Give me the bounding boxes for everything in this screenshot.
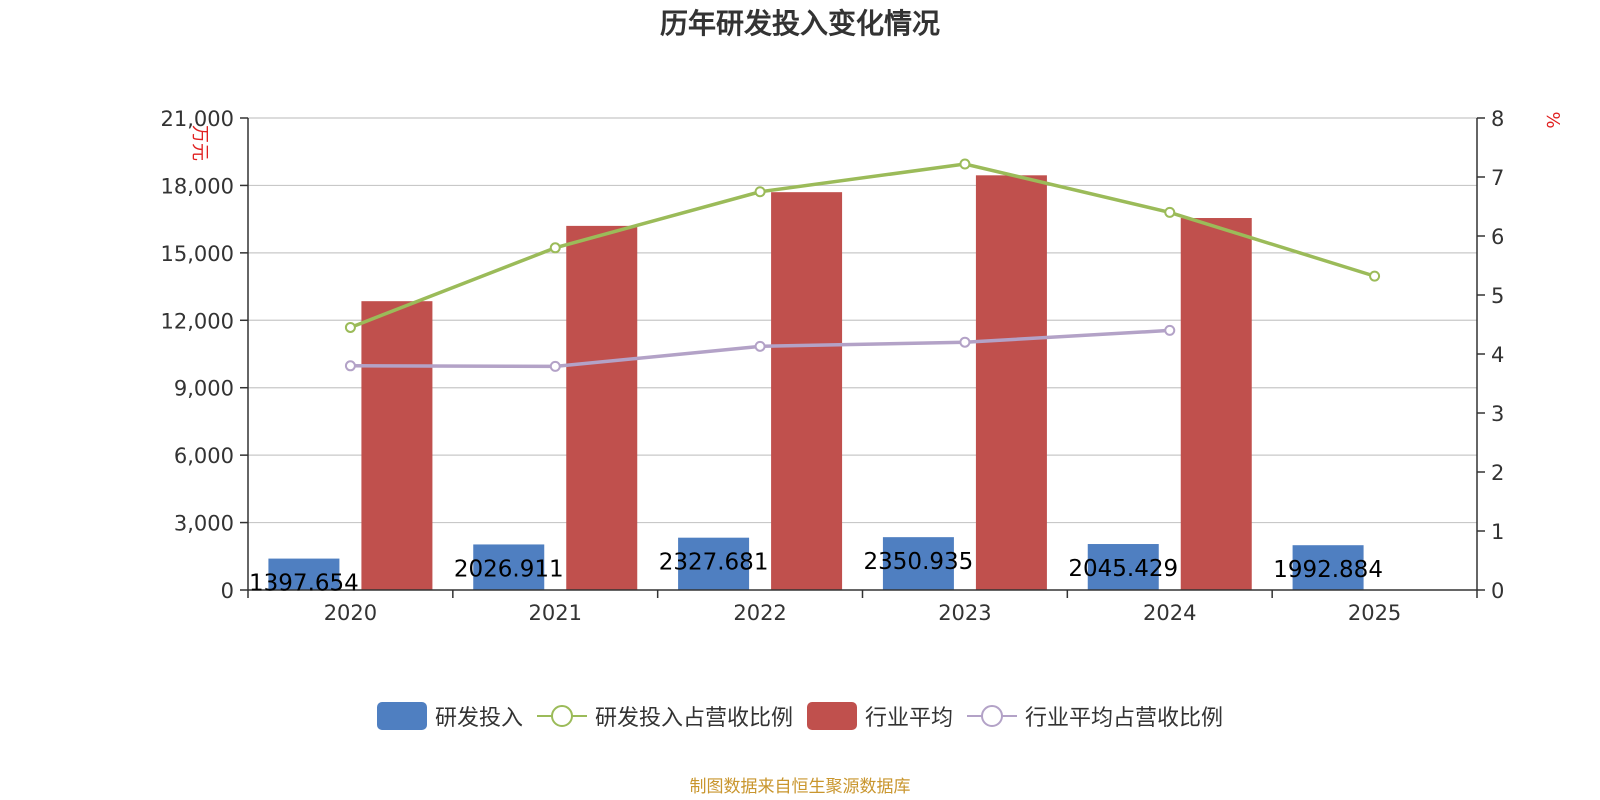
- bar-data-label: 2327.681: [659, 550, 769, 576]
- point-industry-ratio-2022: [754, 340, 766, 352]
- legend-item-3[interactable]: 行业平均占营收比例: [967, 700, 1223, 732]
- x-tick-label: 2021: [529, 601, 582, 625]
- y-left-unit: 万元: [189, 125, 210, 161]
- x-tick-label: 2024: [1143, 601, 1196, 625]
- y-right-tick-label: 6: [1491, 225, 1504, 249]
- axes: 0 3,000 6,000 9,000 12,000 15,000 18,000 21,000…: [161, 107, 1563, 625]
- point-rd-ratio-2023: [959, 158, 971, 170]
- y-right-tick-label: 5: [1491, 284, 1504, 308]
- point-industry-ratio-2024: [1164, 324, 1176, 336]
- legend-item-2[interactable]: 行业平均: [807, 700, 953, 732]
- point-rd-ratio-2020: [344, 321, 356, 333]
- y-right-tick-label: 3: [1491, 402, 1504, 426]
- x-tick-label: 2023: [938, 601, 991, 625]
- legend-item-0[interactable]: 研发投入: [376, 700, 523, 732]
- y-right-tick-label: 4: [1491, 343, 1504, 367]
- bar-data-label: 2026.911: [454, 556, 564, 582]
- point-industry-ratio-2021: [549, 360, 561, 372]
- y-left-tick-label: 3,000: [174, 512, 234, 536]
- point-rd-ratio-2021: [549, 242, 561, 254]
- data-labels: 1397.654 2026.911 2327.681 2350.935 2045.429…: [249, 549, 1383, 596]
- point-rd-ratio-2024: [1164, 206, 1176, 218]
- y-left-tick-label: 18,000: [161, 174, 234, 198]
- bar-data-label: 1992.884: [1273, 557, 1383, 583]
- point-rd-ratio-2025: [1369, 270, 1381, 282]
- legend-label: 行业平均: [865, 706, 954, 731]
- y-right-tick-label: 7: [1491, 166, 1504, 190]
- y-right-tick-label: 1: [1491, 520, 1504, 544]
- bar-industry-2022: [771, 192, 843, 590]
- bar-rd-2021: [473, 544, 545, 590]
- point-industry-ratio-2023: [959, 336, 971, 348]
- legend-swatch-bar: [807, 702, 857, 730]
- legend-item-1[interactable]: 研发投入占营收比例: [536, 700, 793, 732]
- y-left-tick-label: 0: [221, 579, 234, 603]
- x-tick-label: 2025: [1348, 601, 1401, 625]
- bar-rd-2024: [1087, 544, 1159, 590]
- source-note: 制图数据来自恒生聚源数据库: [689, 777, 911, 797]
- line-rd-ratio: [349, 162, 1376, 330]
- y-left-tick-label: 15,000: [161, 242, 234, 266]
- legend-label: 行业平均占营收比例: [1025, 706, 1224, 731]
- bar-rd-2023: [882, 537, 954, 590]
- legend-swatch-bar: [376, 702, 427, 730]
- bar-data-label: 2045.429: [1068, 556, 1178, 582]
- legend-swatch-line: [967, 705, 1018, 727]
- y-left-tick-label: 12,000: [161, 309, 234, 333]
- bar-rd-2022: [678, 537, 750, 590]
- bar-industry-2020: [361, 301, 433, 590]
- point-industry-ratio-2020: [344, 360, 356, 372]
- bar-series: [268, 175, 1364, 591]
- legend-label: 研发投入: [434, 706, 523, 731]
- point-rd-ratio-2022: [754, 186, 766, 198]
- y-right-tick-label: 2: [1491, 461, 1504, 485]
- grid-lines: [248, 117, 1477, 524]
- line-series: [344, 158, 1381, 372]
- legend: 研发投入 研发投入占营收比例 行业平均 行业平均占营收比例: [0, 700, 1600, 732]
- legend-label: 研发投入占营收比例: [594, 706, 793, 731]
- x-tick-label: 2022: [733, 601, 786, 625]
- chart-title: 历年研发投入变化情况: [659, 7, 940, 40]
- y-right-tick-label: 0: [1491, 579, 1504, 603]
- bar-rd-2020: [268, 558, 340, 590]
- bar-data-label: 2350.935: [864, 549, 974, 575]
- y-right-tick-label: 8: [1491, 107, 1504, 131]
- chart-plot: 0 3,000 6,000 9,000 12,000 15,000 18,000 21,000…: [161, 107, 1563, 625]
- legend-swatch-line: [536, 705, 587, 727]
- bar-industry-2021: [566, 225, 638, 590]
- y-left-tick-label: 21,000: [161, 107, 234, 131]
- x-tick-label: 2020: [324, 601, 377, 625]
- y-left-tick-label: 6,000: [174, 444, 234, 468]
- bar-industry-2023: [975, 175, 1047, 591]
- y-right-unit: %: [1542, 111, 1563, 128]
- y-left-tick-label: 9,000: [174, 377, 234, 401]
- bar-data-label: 1397.654: [249, 571, 359, 597]
- bar-industry-2024: [1180, 218, 1252, 590]
- bar-rd-2025: [1292, 545, 1364, 590]
